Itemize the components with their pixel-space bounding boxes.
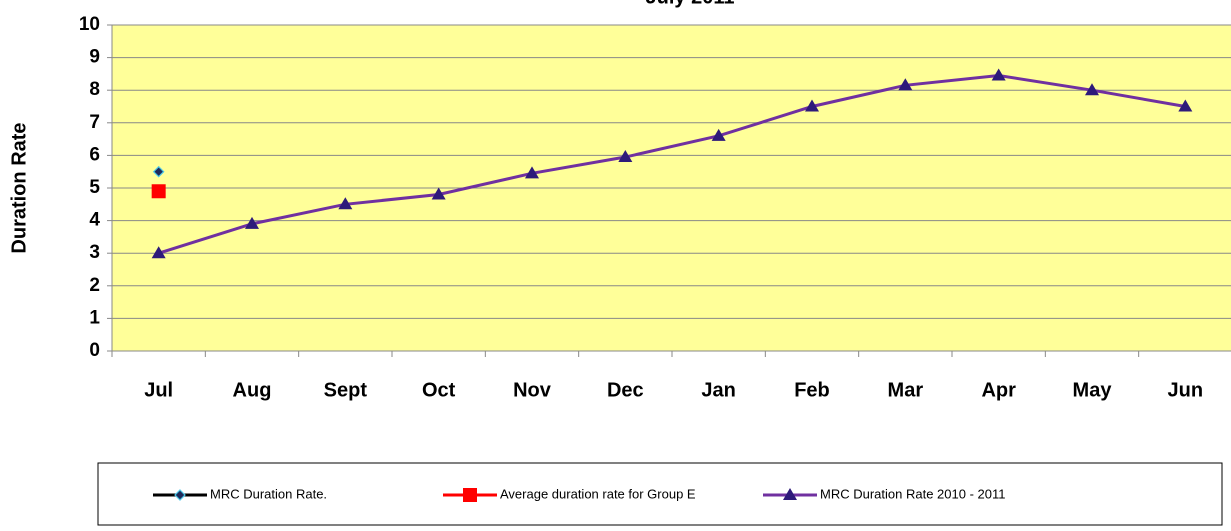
x-tick-label: Feb bbox=[794, 379, 830, 401]
legend-label: MRC Duration Rate 2010 - 2011 bbox=[820, 486, 1005, 501]
marker bbox=[991, 68, 1006, 81]
x-tick-label: Apr bbox=[981, 379, 1016, 401]
marker bbox=[174, 489, 186, 501]
marker bbox=[525, 166, 539, 179]
marker bbox=[898, 78, 913, 91]
marker bbox=[151, 246, 166, 259]
marker bbox=[463, 488, 477, 502]
y-axis-label: Duration Rate bbox=[8, 122, 30, 253]
y-tick-label: 8 bbox=[89, 79, 100, 100]
legend-label: MRC Duration Rate. bbox=[210, 486, 327, 501]
x-tick-label: Sept bbox=[324, 379, 368, 401]
x-tick-label: Dec bbox=[607, 379, 644, 401]
x-tick-label: Jan bbox=[701, 379, 735, 401]
y-tick-label: 2 bbox=[89, 275, 100, 296]
x-tick-label: Aug bbox=[233, 379, 272, 401]
marker bbox=[1178, 99, 1193, 112]
y-tick-label: 5 bbox=[89, 177, 100, 198]
marker bbox=[151, 184, 166, 199]
y-tick-label: 10 bbox=[79, 14, 100, 35]
marker bbox=[1085, 83, 1099, 96]
marker bbox=[805, 99, 819, 112]
y-tick-label: 9 bbox=[89, 47, 100, 68]
x-tick-label: Jul bbox=[144, 379, 173, 401]
marker bbox=[245, 216, 259, 229]
legend-label: Average duration rate for Group E bbox=[500, 486, 696, 501]
y-tick-label: 6 bbox=[89, 144, 100, 165]
y-tick-label: 3 bbox=[89, 242, 100, 263]
marker bbox=[783, 488, 797, 500]
legend-entry: Average duration rate for Group E bbox=[443, 486, 696, 502]
series-line bbox=[158, 74, 1186, 255]
x-tick-label: Mar bbox=[888, 379, 924, 401]
y-tick-label: 7 bbox=[89, 112, 100, 133]
legend-box bbox=[97, 462, 1223, 526]
marker bbox=[618, 150, 633, 163]
x-tick-label: Oct bbox=[422, 379, 456, 401]
legend-entry: MRC Duration Rate 2010 - 2011 bbox=[763, 486, 1005, 501]
chart-title: July 2011 bbox=[646, 0, 735, 8]
marker bbox=[431, 187, 446, 200]
marker bbox=[152, 165, 165, 178]
x-tick-label: Jun bbox=[1168, 379, 1204, 401]
y-tick-label: 4 bbox=[89, 210, 100, 231]
marker bbox=[338, 197, 353, 210]
x-tick-label: May bbox=[1073, 379, 1113, 401]
marker bbox=[711, 128, 726, 141]
y-tick-label: 0 bbox=[89, 340, 100, 361]
y-tick-label: 1 bbox=[89, 307, 100, 328]
legend-entry: MRC Duration Rate. bbox=[153, 486, 327, 501]
x-tick-label: Nov bbox=[513, 379, 552, 401]
